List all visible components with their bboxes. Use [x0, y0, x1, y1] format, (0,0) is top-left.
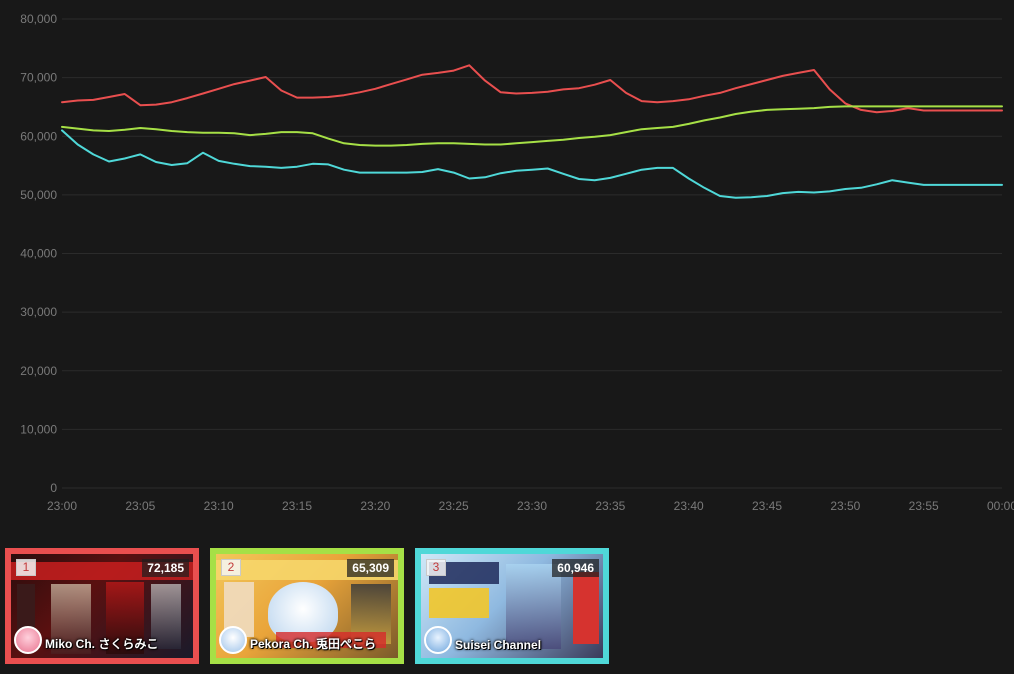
x-tick-label: 23:25 [439, 499, 469, 513]
chart-grid [62, 18, 1002, 489]
viewer-count-badge: 72,185 [142, 559, 189, 577]
series-line-2 [61, 105, 1003, 147]
x-tick-label: 23:55 [909, 499, 939, 513]
ranking-card-3[interactable]: 3 60,946 Suisei Channel [415, 548, 609, 664]
x-tick-label: 23:35 [595, 499, 625, 513]
channel-avatar [424, 626, 452, 654]
channel-name: Miko Ch. さくらみこ [45, 637, 159, 651]
rank-badge: 3 [426, 559, 446, 576]
x-axis-ticks: 23:00 23:05 23:10 23:15 23:20 23:25 23:30 23:35… [47, 499, 1014, 513]
ranking-card-2[interactable]: 2 65,309 Pekora Ch. 兎田ぺこら [210, 548, 404, 664]
y-tick-label: 50,000 [20, 188, 57, 202]
channel-avatar [14, 626, 42, 654]
x-tick-label: 23:30 [517, 499, 547, 513]
x-tick-label: 23:05 [125, 499, 155, 513]
viewer-count-chart: 0 10,000 20,000 30,000 40,000 50,000 60,000 70,… [20, 12, 1014, 513]
viewer-count-badge: 60,946 [552, 559, 599, 577]
ranking-card-1[interactable]: 1 72,185 Miko Ch. さくらみこ [5, 548, 199, 664]
x-tick-label: 23:20 [360, 499, 390, 513]
channel-avatar [219, 626, 247, 654]
x-tick-label: 00:00 [987, 499, 1014, 513]
channel-name: Pekora Ch. 兎田ぺこら [250, 637, 377, 651]
y-tick-label: 0 [50, 481, 57, 495]
series-line-1 [61, 64, 1003, 114]
y-tick-label: 80,000 [20, 12, 57, 26]
rank-badge: 2 [221, 559, 241, 576]
x-tick-label: 23:40 [674, 499, 704, 513]
series-line-3 [61, 129, 1003, 199]
y-tick-label: 20,000 [20, 364, 57, 378]
y-tick-label: 60,000 [20, 129, 57, 143]
x-tick-label: 23:10 [204, 499, 234, 513]
chart-series [61, 64, 1003, 199]
x-tick-label: 23:15 [282, 499, 312, 513]
x-tick-label: 23:00 [47, 499, 77, 513]
x-tick-label: 23:45 [752, 499, 782, 513]
channel-name: Suisei Channel [455, 638, 542, 652]
y-tick-label: 30,000 [20, 305, 57, 319]
y-tick-label: 70,000 [20, 71, 57, 85]
thumbnail-image [216, 554, 398, 658]
rank-badge: 1 [16, 559, 36, 576]
y-axis-ticks: 0 10,000 20,000 30,000 40,000 50,000 60,000 70,… [20, 12, 57, 495]
y-tick-label: 10,000 [20, 422, 57, 436]
viewer-count-badge: 65,309 [347, 559, 394, 577]
x-tick-label: 23:50 [830, 499, 860, 513]
y-tick-label: 40,000 [20, 247, 57, 261]
